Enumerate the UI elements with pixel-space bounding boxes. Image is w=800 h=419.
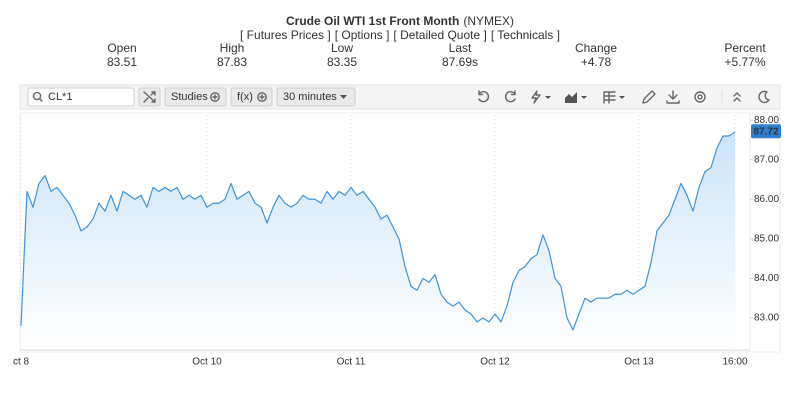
collapse-icon[interactable] [733, 92, 741, 102]
draw-icon[interactable] [642, 90, 656, 104]
x-tick-label: 16:00 [722, 357, 747, 368]
dropdown-arrow [581, 96, 587, 99]
stat-value: 87.83 [217, 55, 247, 69]
y-tick-label: 84.00 [754, 273, 779, 284]
axes: 83.00 84.00 85.00 86.00 87.00 88.00 ct 8 Oct 10… [13, 115, 781, 368]
symbol-text: CL*1 [48, 91, 72, 103]
settings-icon[interactable] [694, 91, 706, 103]
last-price-badge [751, 124, 781, 139]
studies-button[interactable] [164, 87, 227, 107]
search-icon [38, 97, 43, 102]
stat-label: High [220, 41, 245, 55]
instrument-name: Crude Oil WTI 1st Front Month [286, 14, 459, 28]
x-tick-label: Oct 11 [337, 357, 366, 368]
add-icon [210, 92, 220, 102]
redo-icon[interactable] [504, 90, 516, 103]
plot [20, 131, 736, 350]
stat-label: Percent [724, 41, 766, 55]
add-icon [212, 94, 218, 100]
exchange: (NYMEX) [463, 14, 514, 28]
y-tick-label: 86.00 [754, 194, 779, 205]
button-label: Studies [171, 91, 208, 103]
link[interactable]: [ Options ] [335, 28, 390, 42]
search-icon [32, 91, 42, 101]
x-tick-label: Oct 13 [624, 357, 654, 368]
link[interactable]: [ Detailed Quote ] [393, 28, 486, 42]
stat-value: 83.35 [327, 55, 357, 69]
y-tick-label: 88.00 [754, 115, 779, 126]
stat-label: Low [331, 41, 353, 55]
dropdown-arrow [545, 96, 551, 99]
stat-value: +4.78 [581, 55, 612, 69]
add-icon [257, 92, 267, 102]
add-icon [259, 94, 265, 100]
settings-icon [697, 94, 703, 100]
interval-button[interactable] [276, 87, 356, 107]
y-tick-label: 83.00 [754, 313, 779, 324]
link[interactable]: [ Technicals ] [491, 28, 560, 42]
crosshair-icon[interactable] [531, 90, 541, 104]
stat-value: +5.77% [724, 55, 765, 69]
download-icon[interactable] [666, 90, 680, 104]
y-tick-label: 85.00 [754, 233, 779, 244]
stat-value: 83.51 [107, 55, 137, 69]
last-price-label: 87.72 [753, 126, 778, 137]
quote-links: [ Futures Prices ] [ Options ][ Detailed … [240, 28, 560, 42]
stat-label: Change [575, 41, 617, 55]
y-tick-label: 87.00 [754, 154, 779, 165]
undo-icon[interactable] [478, 90, 490, 103]
x-tick-label: Oct 10 [192, 357, 222, 368]
price-line [20, 131, 736, 331]
quote-title: Crude Oil WTI 1st Front Month (NYMEX) [286, 14, 514, 28]
toolbar: CL*1 Studies f(x) 30 minutes [19, 84, 781, 110]
compare-icon [143, 91, 156, 103]
button-label: f(x) [237, 91, 253, 103]
stat-label: Last [449, 41, 472, 55]
stat-value: 87.69s [442, 55, 478, 69]
area-fill [21, 132, 735, 350]
x-tick-label: Oct 12 [480, 357, 510, 368]
stat-label: Open [107, 41, 136, 55]
link[interactable]: [ Futures Prices ] [240, 28, 331, 42]
dropdown-arrow [619, 96, 625, 99]
theme-icon[interactable] [758, 90, 770, 104]
dropdown-arrow [340, 95, 347, 99]
x-tick-label: ct 8 [13, 357, 30, 368]
symbol-input[interactable] [27, 87, 135, 107]
layout-icon[interactable] [603, 91, 616, 104]
button-label: 30 minutes [283, 91, 337, 103]
chart-type-icon[interactable] [565, 92, 577, 103]
